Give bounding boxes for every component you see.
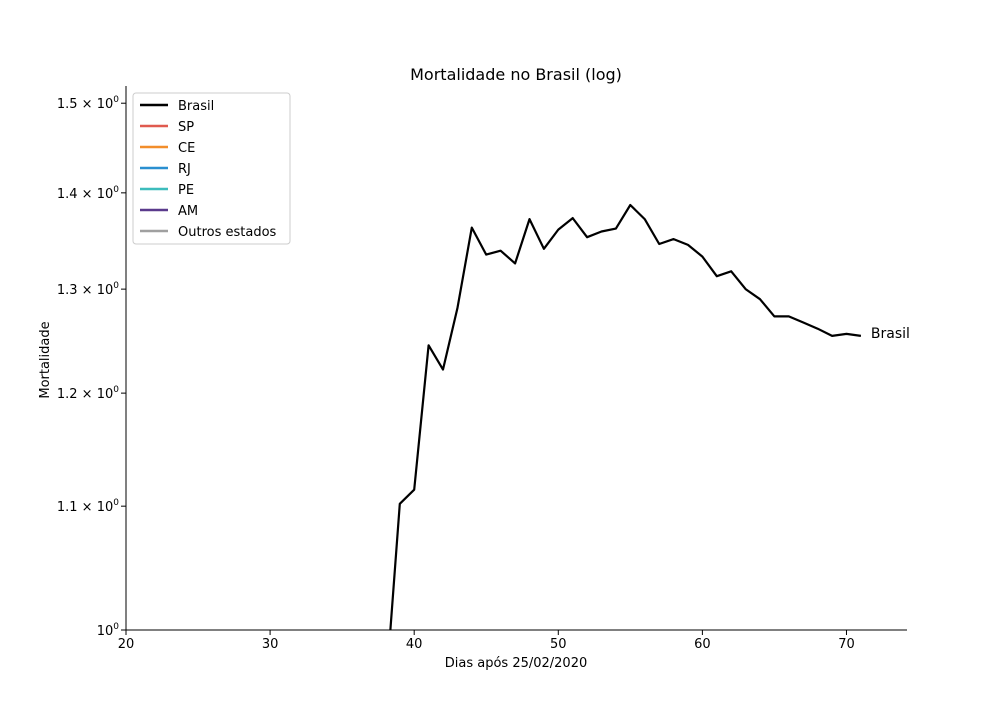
x-tick-label: 20 <box>118 637 135 652</box>
y-tick-exponent: 0 <box>113 185 119 195</box>
legend: Brasil SP CE RJ PE AM Outros estados <box>132 92 291 245</box>
x-tick-label: 50 <box>550 637 567 652</box>
y-tick-label: 1.2 × 100 <box>57 385 119 402</box>
x-tick-label: 40 <box>406 637 423 652</box>
x-tick-label: 70 <box>838 637 855 652</box>
y-tick-exponent: 0 <box>113 385 119 395</box>
y-tick-exponent: 0 <box>113 498 119 508</box>
y-tick-base: 10 <box>97 387 114 402</box>
y-tick-label: 100 <box>97 622 120 639</box>
chart-title: Mortalidade no Brasil (log) <box>410 65 622 84</box>
legend-box <box>132 92 291 245</box>
x-tick-label: 30 <box>262 637 279 652</box>
y-tick-label: 1.3 × 100 <box>57 281 119 298</box>
legend-label: AM <box>178 204 198 219</box>
y-tick-base: 10 <box>97 283 114 298</box>
legend-label: RJ <box>178 162 191 177</box>
legend-label: CE <box>178 141 195 156</box>
y-tick-mantissa: 1.3 × <box>57 283 97 298</box>
y-tick-base: 10 <box>97 500 114 515</box>
y-tick-label: 1.4 × 100 <box>57 185 119 202</box>
y-tick-mantissa: 1.5 × <box>57 97 97 112</box>
x-axis-ticks: 20 30 40 50 60 70 <box>118 630 855 652</box>
x-tick-label: 60 <box>694 637 711 652</box>
y-tick-exponent: 0 <box>113 281 119 291</box>
y-tick-mantissa: 1.1 × <box>57 500 97 515</box>
plot-area <box>389 203 862 630</box>
legend-label: SP <box>178 120 194 135</box>
series-line-brasil <box>389 203 862 630</box>
y-tick-mantissa: 1.4 × <box>57 187 97 202</box>
axes-spines <box>125 86 907 631</box>
y-tick-label: 1.1 × 100 <box>57 498 119 515</box>
y-axis-label: Mortalidade <box>38 321 53 398</box>
y-tick-label: 1.5 × 100 <box>57 95 119 112</box>
y-tick-base: 10 <box>97 97 114 112</box>
x-axis-label: Dias após 25/02/2020 <box>445 656 588 671</box>
series-end-label: Brasil <box>871 326 910 342</box>
legend-label: PE <box>178 183 194 198</box>
y-tick-mantissa: 1.2 × <box>57 387 97 402</box>
legend-label: Outros estados <box>178 225 277 240</box>
y-tick-exponent: 0 <box>113 95 119 105</box>
y-tick-exponent: 0 <box>113 622 119 632</box>
y-tick-base: 10 <box>97 187 114 202</box>
y-tick-base: 10 <box>97 624 114 639</box>
legend-label: Brasil <box>178 99 214 114</box>
